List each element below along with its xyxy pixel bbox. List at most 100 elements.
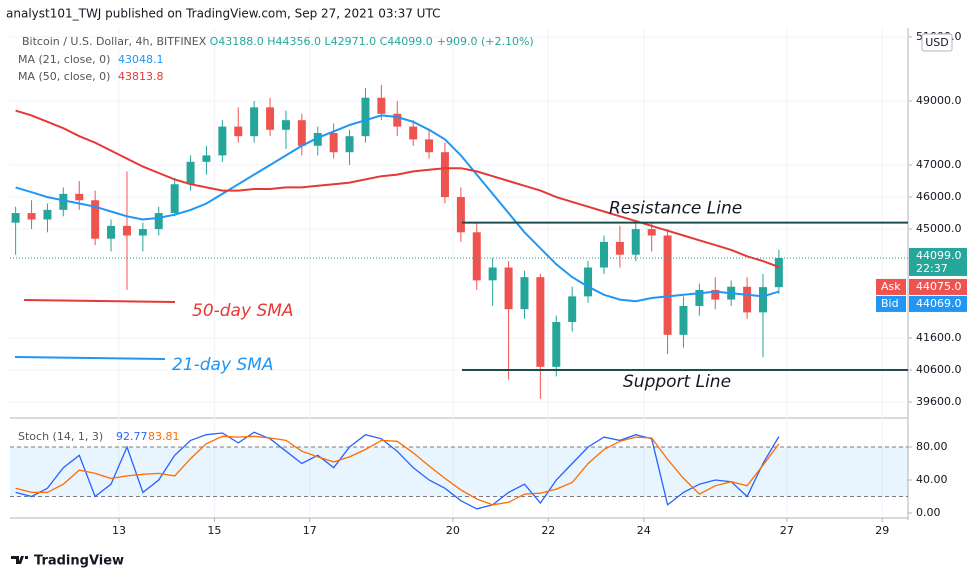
candle-body [409, 126, 418, 140]
sma50-drawing [23, 299, 176, 303]
x-tick-label: 17 [303, 524, 317, 537]
candle-body [250, 107, 259, 137]
candle-body [329, 132, 338, 153]
annotation: 50-day SMA [192, 301, 294, 321]
candle-body [218, 126, 227, 156]
annotation: 21-day SMA [172, 355, 274, 375]
bid-label: Bid [881, 297, 899, 310]
candle-body [27, 213, 36, 220]
candle-body [59, 193, 68, 210]
x-tick-label: 22 [541, 524, 555, 537]
candle-body [154, 213, 163, 230]
candle-body [536, 277, 545, 367]
brand: TradingView [34, 554, 124, 569]
last-price-label: 44099.0 [916, 249, 962, 262]
candle-body [568, 296, 577, 322]
annotation: Resistance Line [609, 199, 742, 219]
currency-box[interactable] [921, 33, 953, 52]
candle-body [234, 126, 243, 137]
legend: Bitcoin / U.S. Dollar, 4h, BITFINEX O4318… [22, 35, 534, 48]
plot: 13 15 17 20 22 24 27 29 39600.0 40600.0 41600.0 450… [10, 28, 967, 537]
x-tick-label: 20 [446, 524, 460, 537]
x-tick-label: 27 [780, 524, 794, 537]
change: +909.0 (+2.10%) [437, 35, 534, 48]
y-tick-label: 80.00 [916, 440, 948, 453]
candle-body [377, 97, 386, 114]
countdown: 22:37 [916, 262, 948, 275]
y-tick-label: 40.00 [916, 473, 948, 486]
annotation: Support Line [623, 372, 731, 392]
candle-body [297, 120, 306, 146]
legend-value: 43813.8 [118, 70, 164, 83]
candle-body [107, 225, 116, 239]
y-tick-label: 47000.0 [916, 158, 962, 171]
candle-body [663, 235, 672, 335]
candle-body [456, 197, 465, 233]
y-tick-label: 39600.0 [916, 395, 962, 408]
ask-label: Ask [881, 280, 901, 293]
candle-body [345, 136, 354, 153]
candle-body [170, 184, 179, 214]
candle-body [599, 241, 608, 268]
bid-value: 44069.0 [916, 297, 962, 310]
x-tick-label: 29 [875, 524, 889, 537]
candle-body [11, 213, 20, 223]
y-tick-label: 40600.0 [916, 363, 962, 376]
legend-value: 43048.1 [118, 53, 164, 66]
candle-body [647, 229, 656, 236]
candle-body [75, 193, 84, 201]
candle-body [615, 241, 624, 255]
y-tick-label: 0.00 [916, 506, 941, 519]
y-tick-label: 45000.0 [916, 222, 962, 235]
candle-body [202, 155, 211, 162]
candle-body [520, 277, 529, 310]
candle-body [393, 113, 402, 127]
y-tick-label: 49000.0 [916, 94, 962, 107]
line [15, 109, 780, 269]
y-tick-label: 46000.0 [916, 190, 962, 203]
x-tick-label: 13 [112, 524, 126, 537]
x-tick-label: 15 [207, 524, 221, 537]
candle-body [758, 287, 767, 313]
legend-name: MA (50, close, 0) [18, 70, 110, 83]
candle-body [631, 229, 640, 255]
candle-body [122, 225, 131, 236]
line [15, 114, 780, 303]
candle-body [138, 229, 147, 236]
bid-value-tag [909, 295, 967, 312]
ohlc: O43188.0 H44356.0 L42971.0 C44099.0 [210, 35, 433, 48]
bid-tag [876, 295, 906, 312]
candle-body [425, 139, 434, 153]
ask-tag [876, 278, 906, 295]
legend-value: 83.81 [148, 430, 180, 443]
legend-name: MA (21, close, 0) [18, 53, 110, 66]
sma21-drawing [14, 356, 166, 360]
candle-body [440, 152, 449, 198]
candle-body [43, 209, 52, 220]
y-tick-label: 41600.0 [916, 331, 962, 344]
candle-body [711, 289, 720, 300]
candle-body [552, 321, 561, 367]
symbol: Bitcoin / U.S. Dollar, 4h, BITFINEX [22, 35, 207, 48]
ask-value: 44075.0 [916, 280, 962, 293]
candle-body [472, 232, 481, 281]
last-price-tag [909, 247, 967, 276]
candle-body [584, 267, 593, 297]
legend-value: 92.77 [116, 430, 148, 443]
line [15, 435, 780, 506]
candle-body [679, 305, 688, 335]
candle-body [361, 97, 370, 137]
ask-value-tag [909, 278, 967, 295]
header: analyst101_TWJ published on TradingView.… [6, 7, 440, 21]
candle-body [695, 289, 704, 306]
candle-body [774, 257, 783, 288]
legend-name: Stoch (14, 1, 3) [18, 430, 103, 443]
candle-body [488, 267, 497, 281]
candle-body [504, 267, 513, 310]
candle-body [186, 161, 195, 185]
candle-body [281, 120, 290, 130]
currency: USD [925, 36, 949, 49]
